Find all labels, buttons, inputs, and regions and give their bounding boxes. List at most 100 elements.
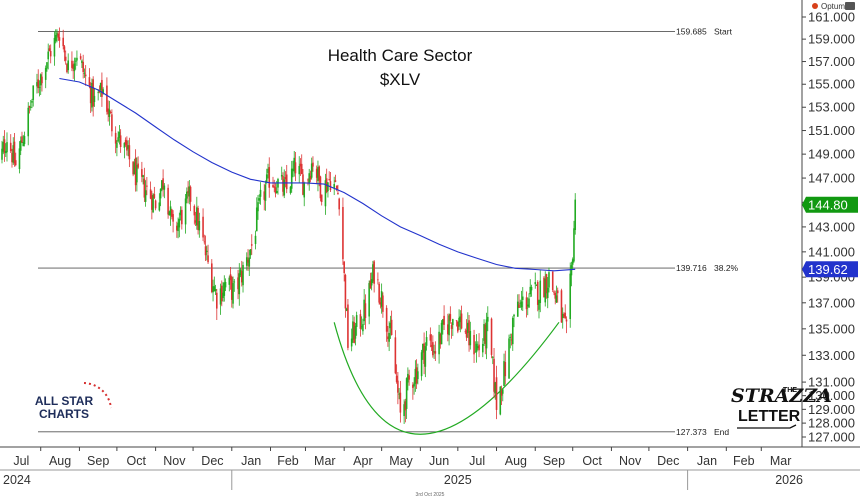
candle — [380, 283, 383, 314]
candle — [379, 297, 382, 309]
logo-pen-icon — [737, 424, 797, 429]
candle — [196, 196, 198, 230]
candle — [429, 327, 432, 348]
candle — [342, 197, 344, 265]
candle — [328, 171, 330, 182]
fib-level-value: 139.716 — [676, 263, 707, 273]
candle — [486, 306, 489, 332]
candle — [500, 385, 503, 406]
candle — [324, 173, 327, 215]
candle — [179, 206, 182, 221]
candle — [338, 197, 340, 216]
candle — [167, 184, 169, 219]
candle — [108, 100, 111, 126]
logo-star-arc-icon — [83, 382, 112, 409]
candle — [79, 53, 82, 61]
candle — [28, 105, 31, 114]
candle — [535, 284, 538, 286]
candle — [124, 137, 127, 147]
candle — [58, 27, 61, 48]
optuma-label: Optuma — [821, 2, 850, 11]
candle — [516, 294, 519, 317]
x-month-label: Jul — [469, 454, 485, 468]
candle — [242, 261, 244, 293]
candle — [202, 208, 204, 242]
candle — [310, 157, 313, 180]
x-month-label: Nov — [163, 454, 186, 468]
candle — [258, 194, 261, 204]
candle — [172, 210, 174, 233]
candle — [39, 73, 42, 96]
candle — [560, 288, 563, 323]
candle — [450, 322, 453, 339]
candle — [128, 137, 131, 168]
candle — [181, 206, 183, 230]
candle — [239, 267, 242, 278]
candle — [510, 333, 513, 346]
logo-right-the: THE — [783, 387, 797, 394]
candle — [203, 234, 206, 245]
candle — [93, 87, 96, 107]
candle — [303, 181, 306, 207]
candle — [457, 320, 459, 334]
candle — [300, 154, 303, 175]
candle — [334, 174, 337, 183]
candle — [521, 287, 524, 311]
candle — [299, 158, 302, 177]
candle — [230, 275, 233, 308]
candle — [207, 244, 209, 264]
candle — [141, 161, 143, 183]
candle — [84, 65, 87, 86]
candle — [212, 279, 214, 302]
candle — [37, 69, 40, 94]
candle — [459, 310, 462, 333]
y-tick-label: 131.000 — [808, 375, 855, 390]
candle — [41, 71, 43, 92]
candle — [513, 313, 515, 328]
candle — [91, 78, 93, 112]
candle — [554, 290, 557, 305]
x-year-label: 2024 — [3, 473, 31, 487]
candle — [447, 313, 449, 342]
candle — [477, 341, 479, 351]
candle — [448, 313, 450, 346]
y-tick-label: 143.000 — [808, 219, 855, 234]
candle — [76, 50, 78, 66]
candle — [232, 276, 234, 309]
candle — [469, 321, 472, 350]
footer-date: 3rd Oct 2025 — [416, 492, 445, 498]
candle — [473, 329, 475, 363]
candle — [3, 130, 6, 162]
candle — [215, 288, 218, 321]
candle — [219, 283, 222, 315]
candle — [530, 284, 533, 297]
fib-level-tag: End — [714, 427, 729, 437]
candle — [443, 305, 445, 331]
optuma-mark-icon — [812, 3, 818, 9]
x-month-label: Dec — [657, 454, 679, 468]
candle — [423, 332, 425, 375]
candle — [467, 312, 469, 339]
candle — [345, 307, 348, 312]
candle — [292, 160, 294, 178]
candle — [449, 306, 452, 324]
candle — [399, 380, 402, 423]
x-month-label: Jan — [697, 454, 717, 468]
x-year-label: 2025 — [444, 473, 472, 487]
candle — [501, 389, 504, 402]
candle — [569, 262, 572, 328]
candle — [88, 68, 91, 89]
candle — [293, 150, 296, 177]
candle — [370, 272, 373, 291]
candle — [19, 136, 22, 156]
candle — [97, 89, 99, 101]
candle — [254, 230, 257, 250]
candle — [142, 174, 144, 185]
candle — [188, 180, 191, 205]
candle — [555, 285, 558, 303]
x-month-label: Oct — [582, 454, 602, 468]
chart-subtitle: $XLV — [380, 70, 421, 89]
y-tick-label: 159.000 — [808, 32, 855, 47]
candle — [73, 57, 76, 82]
x-month-label: Apr — [353, 454, 372, 468]
